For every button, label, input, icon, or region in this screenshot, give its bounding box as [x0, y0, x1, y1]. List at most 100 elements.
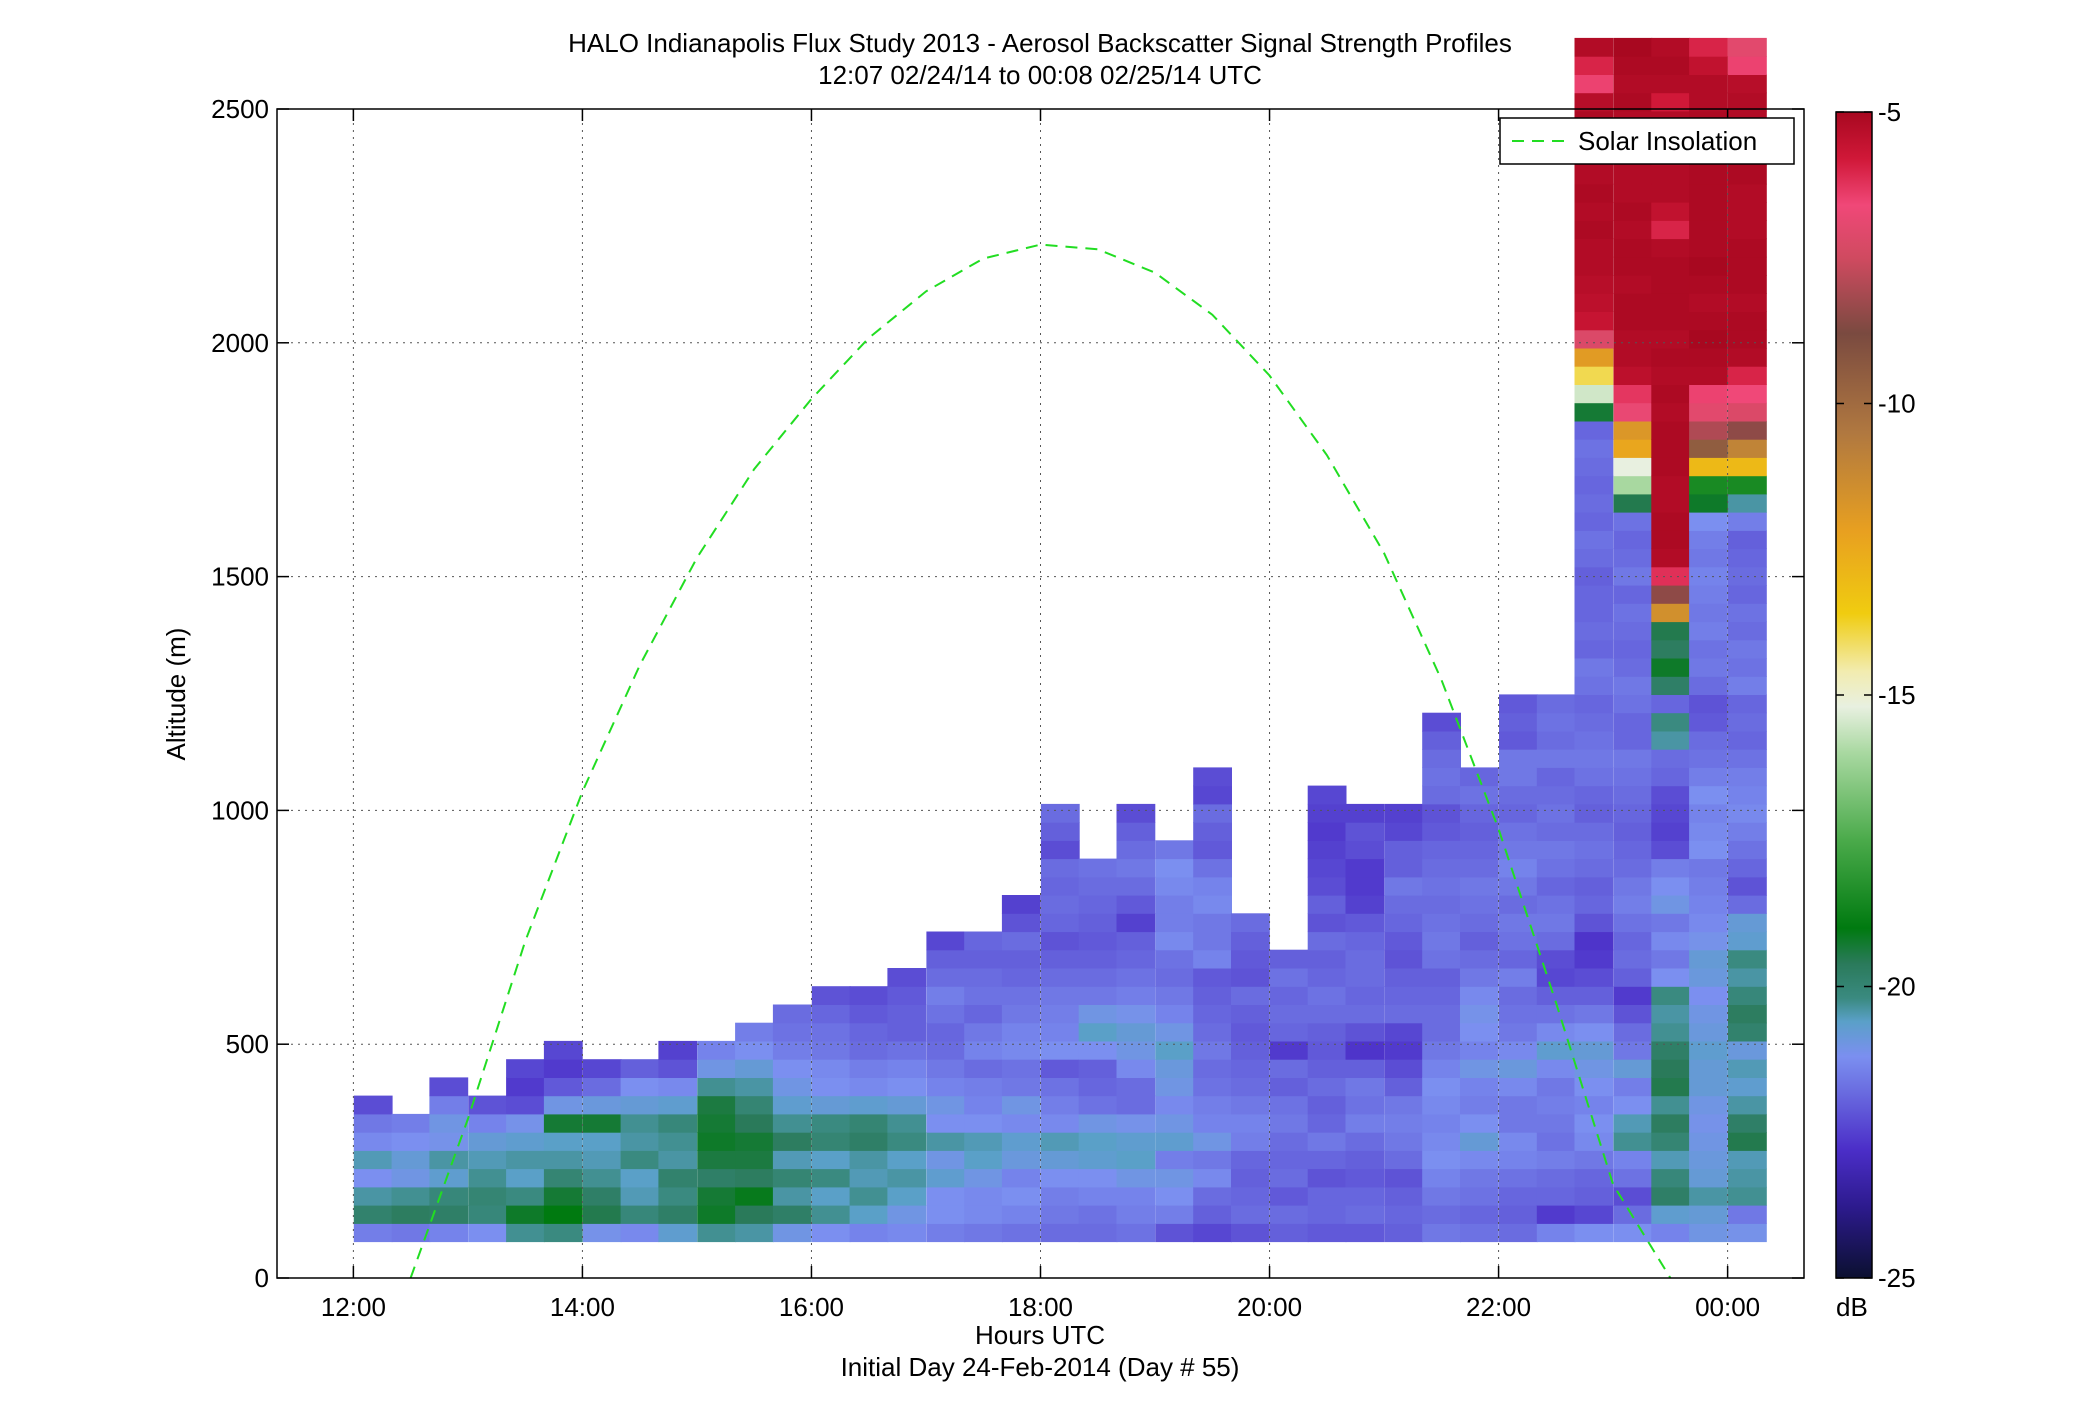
- heatmap-cell: [1689, 202, 1728, 221]
- heatmap-cell: [1689, 676, 1728, 695]
- heatmap-cell: [1536, 803, 1576, 823]
- heatmap-cell: [1116, 1168, 1156, 1188]
- heatmap-cell: [1422, 1168, 1461, 1188]
- x-axis-sublabel: Initial Day 24-Feb-2014 (Day # 55): [841, 1352, 1240, 1382]
- heatmap-cell: [468, 1168, 508, 1188]
- heatmap-cell: [1193, 1150, 1232, 1170]
- heatmap-cell: [1001, 1095, 1041, 1115]
- heatmap-cell: [1345, 1113, 1385, 1133]
- heatmap-cell: [697, 1223, 737, 1243]
- heatmap-cell: [506, 1113, 545, 1133]
- heatmap-cell: [1155, 1132, 1195, 1151]
- heatmap-cell: [1269, 1022, 1309, 1042]
- heatmap-cell: [1193, 822, 1232, 841]
- heatmap-cell: [1651, 439, 1691, 458]
- heatmap-cell: [1728, 37, 1767, 57]
- heatmap-cell: [1078, 968, 1118, 987]
- heatmap-cell: [1231, 949, 1270, 969]
- colorbar-tick-label: -10: [1878, 389, 1916, 419]
- heatmap-cell: [1231, 1132, 1270, 1151]
- heatmap-cell: [468, 1205, 508, 1224]
- heatmap-cell: [1651, 384, 1691, 404]
- heatmap-cell: [1001, 1113, 1041, 1133]
- heatmap-cell: [887, 1004, 927, 1024]
- heatmap-cell: [697, 1077, 737, 1097]
- heatmap-cell: [1536, 1059, 1576, 1078]
- heatmap-cell: [620, 1095, 660, 1115]
- heatmap-cell: [1689, 712, 1728, 732]
- heatmap-cell: [1689, 183, 1728, 203]
- heatmap-cell: [1078, 1223, 1118, 1243]
- heatmap-cell: [1307, 1004, 1347, 1024]
- heatmap-cell: [1384, 986, 1424, 1005]
- heatmap-cell: [1193, 1059, 1232, 1078]
- heatmap-cell: [1536, 1095, 1576, 1115]
- heatmap-cell: [1613, 329, 1653, 349]
- heatmap-cell: [1460, 785, 1499, 805]
- heatmap-cell: [811, 1132, 851, 1151]
- heatmap-cell: [1078, 913, 1118, 933]
- heatmap-cell: [811, 1168, 851, 1188]
- heatmap-cell: [926, 1168, 966, 1188]
- heatmap-cell: [1384, 1040, 1424, 1060]
- heatmap-cell: [1155, 1095, 1195, 1115]
- heatmap-cell: [1728, 165, 1767, 185]
- heatmap-cell: [1689, 1223, 1728, 1243]
- heatmap-cell: [1499, 1132, 1538, 1151]
- heatmap-cell: [1651, 822, 1691, 841]
- y-tick-label: 1500: [211, 562, 269, 592]
- heatmap-cell: [1040, 1132, 1080, 1151]
- heatmap-cell: [1460, 1095, 1499, 1115]
- heatmap-cell: [772, 1022, 812, 1042]
- heatmap-cell: [1078, 876, 1118, 896]
- heatmap-cell: [1613, 968, 1653, 987]
- heatmap-cell: [1040, 1077, 1080, 1097]
- heatmap-cell: [1307, 803, 1347, 823]
- heatmap-cell: [1078, 1095, 1118, 1115]
- heatmap-cell: [1422, 1040, 1461, 1060]
- heatmap-cell: [391, 1113, 431, 1133]
- heatmap-cell: [1193, 858, 1232, 878]
- heatmap-cell: [1307, 876, 1347, 896]
- heatmap-cell: [1651, 74, 1691, 94]
- heatmap-cell: [1116, 931, 1156, 951]
- heatmap-cell: [1689, 730, 1728, 750]
- heatmap-cell: [811, 986, 851, 1005]
- heatmap-cell: [1728, 822, 1767, 841]
- heatmap-cell: [1078, 986, 1118, 1005]
- heatmap-cell: [1651, 420, 1691, 440]
- heatmap-cell: [1574, 475, 1614, 495]
- heatmap-cell: [1689, 749, 1728, 768]
- heatmap-cell: [1384, 1004, 1424, 1024]
- heatmap-cell: [811, 1077, 851, 1097]
- heatmap-cell: [964, 986, 1003, 1005]
- heatmap-cell: [1651, 548, 1691, 568]
- heatmap-cell: [1422, 876, 1461, 896]
- heatmap-cell: [506, 1205, 545, 1224]
- heatmap-cell: [1728, 1022, 1767, 1042]
- heatmap-cell: [1536, 1022, 1576, 1042]
- heatmap-cell: [1460, 986, 1499, 1005]
- heatmap-cell: [429, 1095, 469, 1115]
- heatmap-cell: [1384, 876, 1424, 896]
- heatmap-cell: [1384, 1022, 1424, 1042]
- heatmap-cell: [1499, 749, 1538, 768]
- heatmap-cell: [620, 1077, 660, 1097]
- heatmap-cell: [1689, 311, 1728, 331]
- heatmap-cell: [772, 1040, 812, 1060]
- heatmap-cell: [1193, 968, 1232, 987]
- heatmap-cell: [1345, 1186, 1385, 1206]
- heatmap-cell: [1499, 803, 1538, 823]
- heatmap-cell: [772, 1077, 812, 1097]
- heatmap-cell: [1728, 712, 1767, 732]
- heatmap-cell: [543, 1205, 583, 1224]
- heatmap-cell: [1422, 749, 1461, 768]
- heatmap-cell: [1499, 1205, 1538, 1224]
- heatmap-cell: [1613, 694, 1653, 714]
- heatmap-cell: [1460, 1205, 1499, 1224]
- heatmap-cell: [1728, 1168, 1767, 1188]
- heatmap-cell: [926, 1186, 966, 1206]
- heatmap-cell: [1193, 1186, 1232, 1206]
- colorbar: -5 -10 -15 -20 -25 dB: [1835, 97, 1916, 1322]
- heatmap-cell: [1001, 986, 1041, 1005]
